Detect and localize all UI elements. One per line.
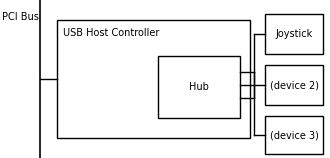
Bar — [265, 14, 323, 54]
Bar — [158, 56, 240, 118]
Bar — [57, 20, 250, 138]
Text: Hub: Hub — [189, 82, 209, 92]
Bar — [265, 65, 323, 105]
Bar — [265, 116, 323, 154]
Text: (device 2): (device 2) — [270, 80, 318, 90]
Text: (device 3): (device 3) — [270, 130, 318, 140]
Text: PCI Bus: PCI Bus — [2, 12, 39, 22]
Text: Joystick: Joystick — [275, 29, 313, 39]
Text: USB Host Controller: USB Host Controller — [63, 28, 159, 38]
